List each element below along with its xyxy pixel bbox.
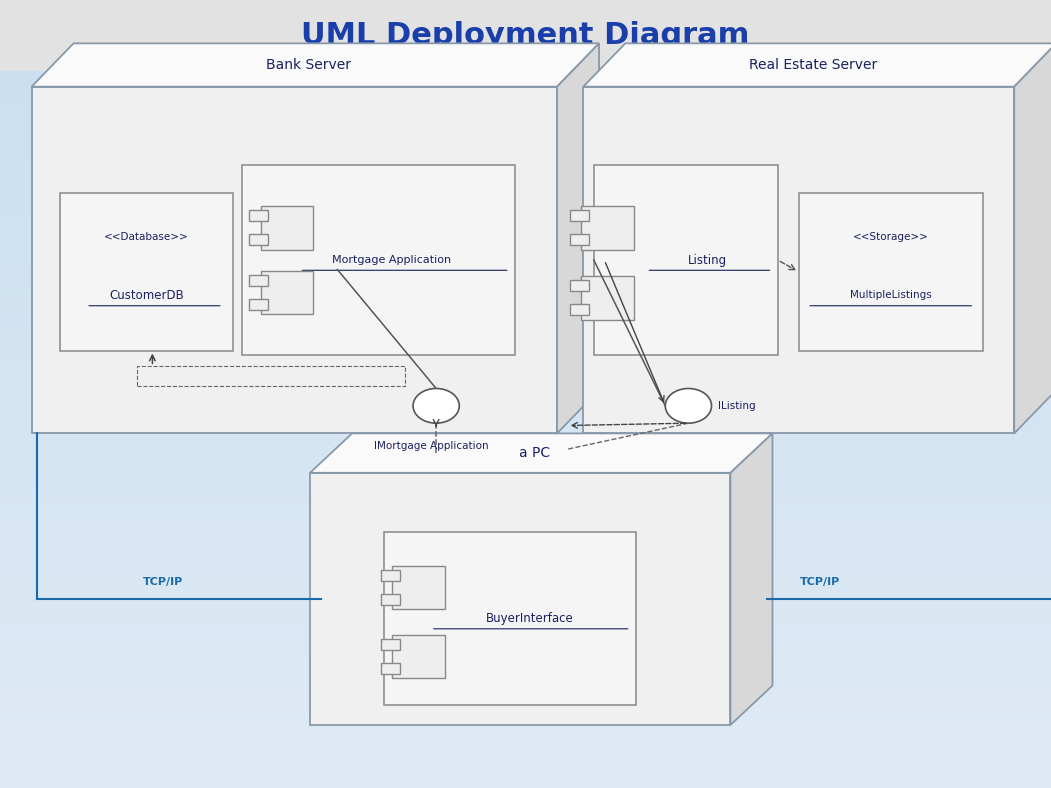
Bar [384, 532, 636, 705]
Bar [581, 277, 634, 320]
Text: UML Deployment Diagram: UML Deployment Diagram [302, 21, 749, 50]
Text: MultipleListings: MultipleListings [850, 291, 931, 300]
Circle shape [665, 388, 712, 423]
Bar [249, 234, 268, 245]
Text: TCP/IP: TCP/IP [800, 577, 840, 587]
Text: CustomerDB: CustomerDB [109, 289, 184, 302]
Polygon shape [583, 87, 1014, 433]
Text: Bank Server: Bank Server [267, 58, 351, 72]
FancyBboxPatch shape [0, 0, 1051, 71]
Bar [392, 635, 445, 678]
Text: Mortgage Application: Mortgage Application [332, 255, 452, 265]
Bar [380, 570, 399, 581]
Bar [242, 165, 515, 355]
Bar [594, 165, 778, 355]
Text: Listing: Listing [688, 254, 727, 266]
Polygon shape [583, 43, 1051, 87]
Text: <<Storage>>: <<Storage>> [852, 232, 929, 242]
Polygon shape [730, 433, 772, 725]
Bar [570, 304, 589, 315]
Bar [249, 210, 268, 221]
Text: TCP/IP: TCP/IP [143, 577, 183, 587]
Bar [581, 206, 634, 250]
Polygon shape [1014, 43, 1051, 433]
Bar [261, 270, 313, 314]
Text: IMortgage Application: IMortgage Application [373, 441, 489, 452]
Bar [570, 210, 589, 221]
Bar [380, 594, 399, 605]
Text: Real Estate Server: Real Estate Server [749, 58, 878, 72]
Text: IListing: IListing [718, 401, 756, 411]
Text: <<Database>>: <<Database>> [104, 232, 189, 242]
Bar [249, 275, 268, 286]
Circle shape [413, 388, 459, 423]
Bar [570, 281, 589, 292]
Text: a PC: a PC [519, 446, 551, 460]
Bar [570, 234, 589, 245]
Polygon shape [32, 43, 599, 87]
Bar [261, 206, 313, 250]
Text: BuyerInterface: BuyerInterface [486, 612, 574, 625]
Bar [249, 299, 268, 310]
Bar [380, 639, 399, 650]
Polygon shape [32, 87, 557, 433]
Polygon shape [557, 43, 599, 433]
Bar [60, 193, 233, 351]
Bar [799, 193, 983, 351]
Bar [392, 566, 445, 609]
Bar [380, 663, 399, 675]
Polygon shape [310, 473, 730, 725]
Polygon shape [310, 433, 772, 473]
